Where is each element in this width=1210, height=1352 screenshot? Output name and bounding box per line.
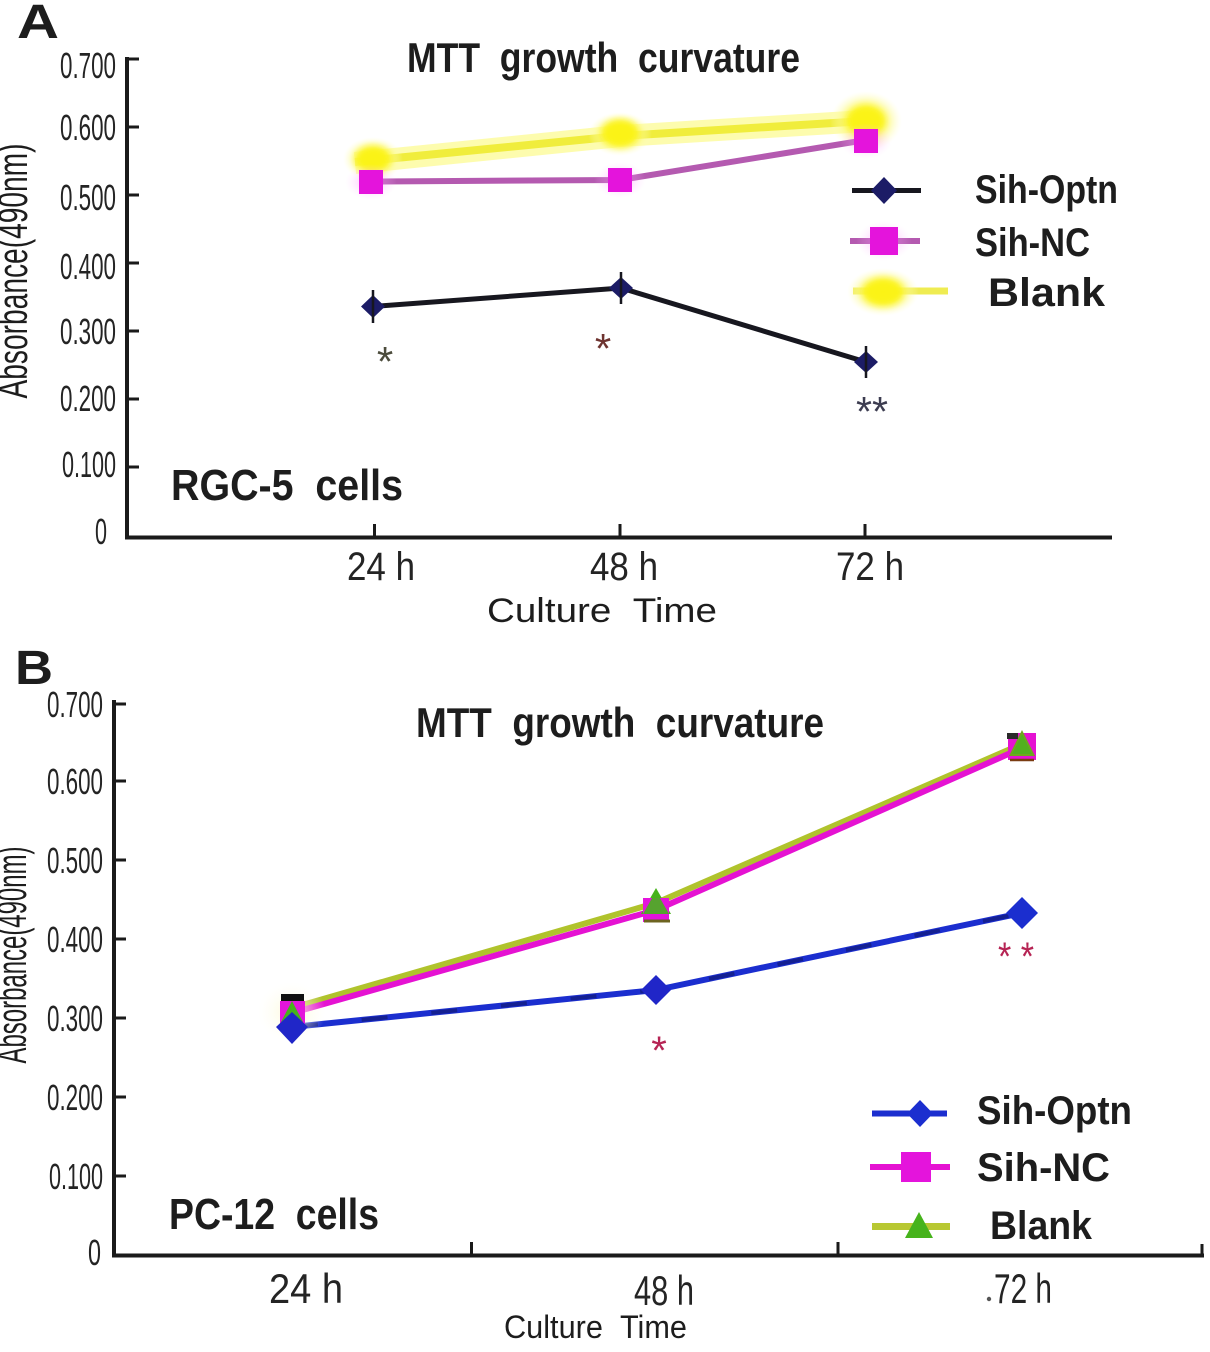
svg-text:0.200: 0.200 [60, 378, 116, 419]
svg-text:Sih-Optn: Sih-Optn [975, 168, 1118, 212]
svg-text:48 h: 48 h [634, 1267, 694, 1314]
svg-text:Sih-NC: Sih-NC [977, 1146, 1110, 1190]
svg-text:MTT growth curvature: MTT growth curvature [416, 699, 824, 746]
svg-text:Blank: Blank [988, 271, 1106, 315]
svg-text:24 h: 24 h [269, 1265, 343, 1312]
svg-text:A: A [17, 0, 59, 49]
svg-text:Absorbance(490nm): Absorbance(490nm) [0, 144, 36, 399]
svg-text:*: * [595, 325, 611, 372]
svg-text:48 h: 48 h [590, 545, 658, 589]
svg-text:0.600: 0.600 [60, 107, 116, 148]
svg-text:0.100: 0.100 [49, 1156, 103, 1197]
svg-text:0.500: 0.500 [60, 177, 116, 218]
svg-text:RGC-5 cells: RGC-5 cells [171, 461, 403, 510]
svg-text:0.300: 0.300 [47, 998, 103, 1039]
svg-text:Absorbance(490nm): Absorbance(490nm) [0, 847, 35, 1064]
svg-text:72 h: 72 h [836, 545, 904, 589]
svg-text:0.500: 0.500 [47, 840, 103, 881]
svg-text:Culture Time: Culture Time [487, 592, 717, 630]
svg-text:0.600: 0.600 [47, 761, 103, 802]
svg-text:MTT growth curvature: MTT growth curvature [407, 34, 800, 81]
svg-text:0.200: 0.200 [47, 1077, 103, 1118]
svg-text:0: 0 [88, 1232, 101, 1273]
svg-text:PC-12 cells: PC-12 cells [169, 1190, 379, 1239]
svg-text:Sih-Optn: Sih-Optn [977, 1089, 1132, 1133]
svg-text:72 h: 72 h [994, 1265, 1052, 1312]
svg-text:Sih-NC: Sih-NC [975, 221, 1090, 265]
svg-text:Culture Time: Culture Time [504, 1309, 687, 1345]
svg-text:0.700: 0.700 [47, 684, 103, 725]
svg-text:0.400: 0.400 [47, 919, 103, 960]
svg-text:0.400: 0.400 [60, 246, 116, 287]
svg-text:0.700: 0.700 [60, 45, 116, 86]
svg-text:Blank: Blank [990, 1204, 1093, 1248]
svg-text:0: 0 [95, 511, 107, 552]
svg-text:*: * [377, 338, 393, 385]
svg-text:0.300: 0.300 [60, 311, 116, 352]
svg-text:*: * [651, 1029, 667, 1073]
svg-text:B: B [15, 642, 53, 695]
svg-text:24 h: 24 h [347, 545, 415, 589]
svg-text:0.100: 0.100 [62, 444, 116, 485]
svg-text:**: ** [856, 388, 888, 435]
svg-text:* *: * * [998, 935, 1034, 979]
